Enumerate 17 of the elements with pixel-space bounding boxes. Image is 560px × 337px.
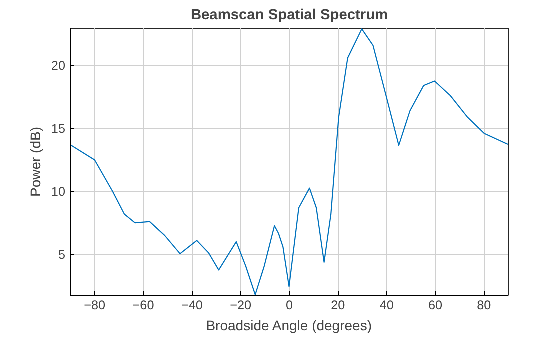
x-axis-title: Broadside Angle (degrees) bbox=[206, 318, 372, 334]
y-tick-label: 10 bbox=[51, 185, 66, 200]
x-tick-label: −80 bbox=[84, 298, 106, 312]
x-tick-label: −20 bbox=[230, 298, 252, 312]
x-tick-label: −60 bbox=[132, 298, 154, 312]
x-tick-label: 60 bbox=[428, 298, 443, 312]
y-axis-title: Power (dB) bbox=[27, 126, 44, 198]
x-tick-label: −40 bbox=[181, 298, 203, 312]
y-tick-label: 15 bbox=[51, 122, 66, 136]
line-series bbox=[70, 28, 508, 296]
x-tick-label: 20 bbox=[331, 298, 346, 312]
y-tick-label: 5 bbox=[58, 248, 66, 262]
y-tick-label: 20 bbox=[51, 59, 66, 74]
x-tick-label: 80 bbox=[477, 298, 492, 312]
x-tick-label: 0 bbox=[286, 298, 294, 312]
x-tick-label: 40 bbox=[380, 298, 394, 312]
chart-title: Beamscan Spatial Spectrum bbox=[190, 8, 388, 24]
